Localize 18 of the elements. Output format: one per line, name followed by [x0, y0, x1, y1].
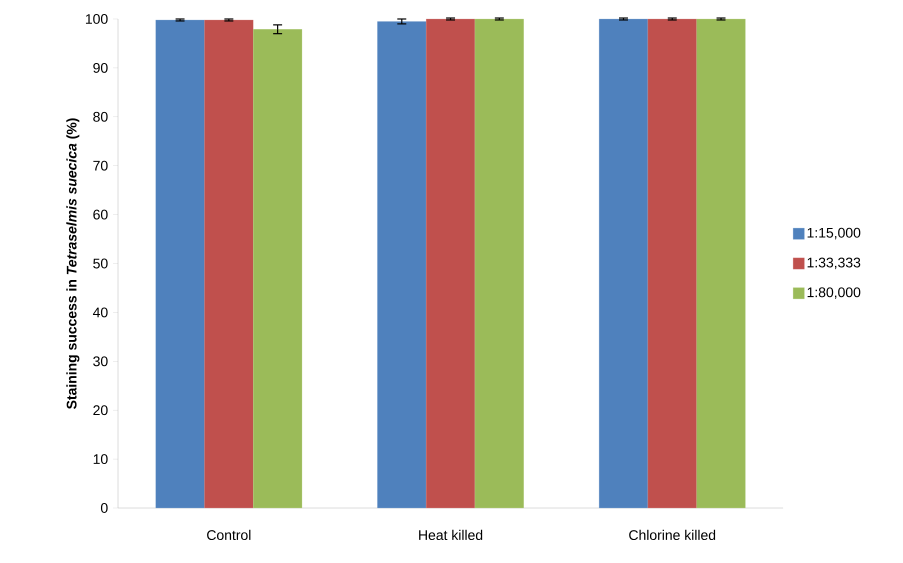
y-tick-label: 100 — [86, 14, 108, 24]
y-tick-label: 10 — [94, 454, 108, 464]
legend-label: 1:15,000 — [808, 228, 860, 240]
y-tick-label: 50 — [93, 258, 108, 268]
y-tick-label: 90 — [93, 62, 108, 73]
legend-label: 1:80,000 — [808, 287, 860, 299]
y-tick-label: 70 — [93, 160, 108, 171]
y-tick-label: 60 — [93, 210, 108, 220]
x-tick-label: Control — [207, 530, 250, 540]
x-tick-label: Chlorine killed — [629, 530, 716, 540]
y-tick-label: 40 — [92, 307, 108, 318]
y-tick-label: 20 — [93, 405, 108, 416]
y-tick-label: 0 — [100, 503, 108, 513]
y-tick-label: 30 — [93, 356, 108, 366]
y-tick-label: 80 — [93, 112, 108, 122]
legend-label: 1:33,333 — [808, 258, 860, 270]
y-axis-title: Staining success in Tetraselmis suecica (%) — [66, 118, 80, 409]
x-tick-label: Heat killed — [419, 530, 482, 540]
